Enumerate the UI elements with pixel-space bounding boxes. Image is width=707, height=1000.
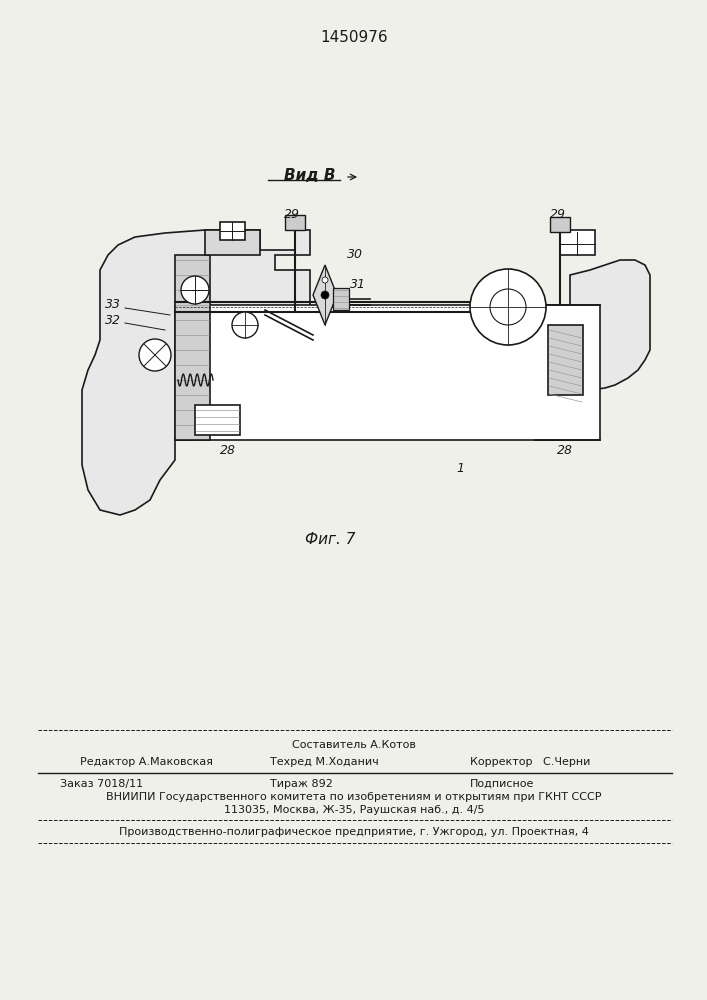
Text: 30: 30: [347, 248, 363, 261]
Text: 28: 28: [220, 444, 236, 456]
Bar: [195, 405, 240, 435]
Text: ВНИИПИ Государственного комитета по изобретениям и открытиям при ГКНТ СССР: ВНИИПИ Государственного комитета по изоб…: [106, 792, 602, 802]
Text: 33: 33: [105, 298, 121, 312]
Circle shape: [232, 312, 258, 338]
Text: Производственно-полиграфическое предприятие, г. Ужгород, ул. Проектная, 4: Производственно-полиграфическое предприя…: [119, 827, 589, 837]
Bar: [550, 217, 570, 232]
Polygon shape: [535, 260, 650, 440]
Circle shape: [181, 276, 209, 304]
Text: Вид В: Вид В: [284, 167, 336, 182]
Text: Фиг. 7: Фиг. 7: [305, 532, 355, 548]
Text: Тираж 892: Тираж 892: [270, 779, 333, 789]
Circle shape: [470, 269, 546, 345]
Polygon shape: [313, 265, 337, 325]
Text: Редактор А.Маковская: Редактор А.Маковская: [80, 757, 213, 767]
Text: 29: 29: [550, 209, 566, 222]
Text: Заказ 7018/11: Заказ 7018/11: [60, 779, 143, 789]
Text: 113035, Москва, Ж-35, Раушская наб., д. 4/5: 113035, Москва, Ж-35, Раушская наб., д. …: [223, 805, 484, 815]
Text: Подписное: Подписное: [470, 779, 534, 789]
Circle shape: [322, 277, 328, 283]
Text: 1450976: 1450976: [320, 30, 388, 45]
Text: Техред М.Ходанич: Техред М.Ходанич: [270, 757, 379, 767]
Bar: [205, 230, 260, 255]
Circle shape: [139, 339, 171, 371]
Bar: [175, 255, 210, 440]
Circle shape: [490, 289, 526, 325]
Polygon shape: [82, 230, 310, 515]
Polygon shape: [175, 305, 600, 440]
Text: 32: 32: [105, 314, 121, 326]
Bar: [220, 222, 245, 240]
Bar: [333, 288, 349, 310]
Bar: [548, 325, 583, 395]
Bar: [560, 230, 595, 255]
Text: 31: 31: [350, 278, 366, 292]
Text: 1: 1: [456, 462, 464, 475]
Bar: [285, 215, 305, 230]
Text: 28: 28: [557, 444, 573, 456]
Text: Составитель А.Котов: Составитель А.Котов: [292, 740, 416, 750]
Circle shape: [321, 291, 329, 299]
Text: Корректор   С.Черни: Корректор С.Черни: [470, 757, 590, 767]
Text: 29: 29: [284, 209, 300, 222]
